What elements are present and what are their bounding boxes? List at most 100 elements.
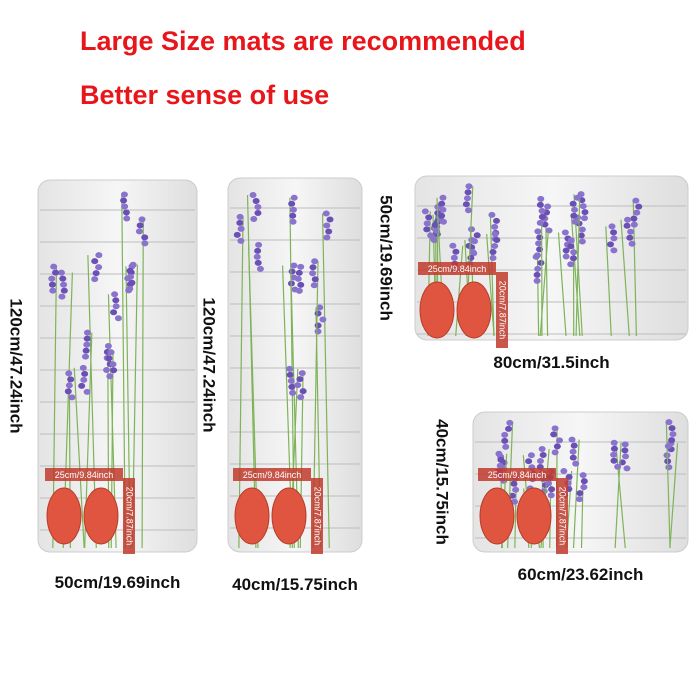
blossom — [501, 437, 509, 444]
blossom — [295, 287, 303, 294]
blossom — [578, 226, 586, 233]
blossom — [635, 203, 643, 210]
stem — [141, 219, 144, 549]
blossom — [65, 370, 73, 377]
stem — [620, 219, 630, 337]
blossom — [578, 238, 586, 245]
blossom — [491, 243, 499, 250]
blossom — [580, 484, 588, 491]
blossom — [122, 209, 130, 216]
blossom — [621, 441, 629, 448]
blossom — [532, 253, 540, 260]
blossom — [80, 376, 88, 383]
slipper — [234, 487, 270, 545]
blossom — [492, 217, 500, 224]
blossom — [289, 206, 297, 213]
stem — [605, 226, 612, 337]
blossom — [423, 226, 431, 233]
slipper — [419, 281, 455, 339]
stem — [486, 233, 495, 337]
blossom — [52, 269, 60, 276]
slipper-length-label: 20cm/7.87inch — [313, 487, 323, 546]
mat-surface — [37, 179, 198, 553]
blossom — [469, 248, 477, 255]
blossom — [545, 227, 553, 234]
blossom — [533, 271, 541, 278]
blossom — [254, 247, 262, 254]
blossom — [129, 261, 137, 268]
blossom — [452, 248, 460, 255]
blossom — [48, 275, 56, 282]
blossom — [252, 197, 260, 204]
blossom — [567, 237, 575, 244]
blossom — [92, 270, 100, 277]
blossom — [78, 382, 86, 389]
blossom — [449, 242, 457, 249]
blossom — [107, 349, 115, 356]
blossom — [669, 431, 677, 438]
blossom — [326, 216, 334, 223]
blossom — [537, 259, 545, 266]
blossom — [295, 269, 303, 276]
blossom — [136, 222, 144, 229]
blossom — [83, 335, 91, 342]
blossom — [65, 382, 73, 389]
blossom — [314, 322, 322, 329]
slipper-width-label: 25cm/9.84inch — [243, 470, 302, 480]
mat: 25cm/9.84inch 20cm/7.87inch 80cm/31.5inch 5… — [377, 175, 689, 372]
blossom — [621, 447, 629, 454]
blossom — [562, 253, 570, 260]
blossom — [567, 261, 575, 268]
blossom — [82, 353, 90, 360]
blossom — [581, 209, 589, 216]
slipper — [83, 487, 119, 545]
blossom — [114, 315, 122, 322]
blossom — [496, 462, 504, 469]
blossom — [535, 240, 543, 247]
blossom — [608, 223, 616, 230]
stem — [557, 232, 567, 337]
blossom — [319, 316, 327, 323]
blossom — [463, 195, 471, 202]
blossom — [623, 465, 631, 472]
blossom — [614, 463, 622, 470]
blossom — [533, 277, 541, 284]
blossom — [421, 208, 429, 215]
blossom — [309, 264, 317, 271]
blossom — [610, 235, 618, 242]
blossom — [630, 221, 638, 228]
slipper-width-label: 25cm/9.84inch — [488, 470, 547, 480]
blossom — [556, 437, 564, 444]
height-label: 120cm/47.24inch — [7, 298, 26, 433]
blossom — [468, 226, 476, 233]
stem — [669, 443, 679, 549]
blossom — [128, 279, 136, 286]
blossom — [91, 276, 99, 283]
stem — [73, 367, 85, 549]
slipper — [46, 487, 82, 545]
blossom — [425, 214, 433, 221]
blossom — [580, 215, 588, 222]
blossom — [299, 388, 307, 395]
blossom — [95, 264, 103, 271]
blossom — [289, 212, 297, 219]
label-bg — [418, 262, 496, 275]
blossom — [83, 341, 91, 348]
blossom — [325, 228, 333, 235]
blossom — [547, 492, 555, 499]
blossom — [491, 231, 499, 238]
blossom — [505, 425, 513, 432]
blossom — [569, 448, 577, 455]
slipper-width-label: 25cm/9.84inch — [55, 470, 114, 480]
blossom — [81, 370, 89, 377]
blossom — [506, 419, 514, 426]
blossom — [491, 223, 499, 230]
blossom — [57, 269, 65, 276]
blossom — [249, 191, 257, 198]
blossom — [110, 309, 118, 316]
stem — [615, 444, 626, 549]
headline: Large Size mats are recommended — [80, 26, 526, 56]
blossom — [536, 219, 544, 226]
blossom — [568, 436, 576, 443]
blossom — [438, 212, 446, 219]
